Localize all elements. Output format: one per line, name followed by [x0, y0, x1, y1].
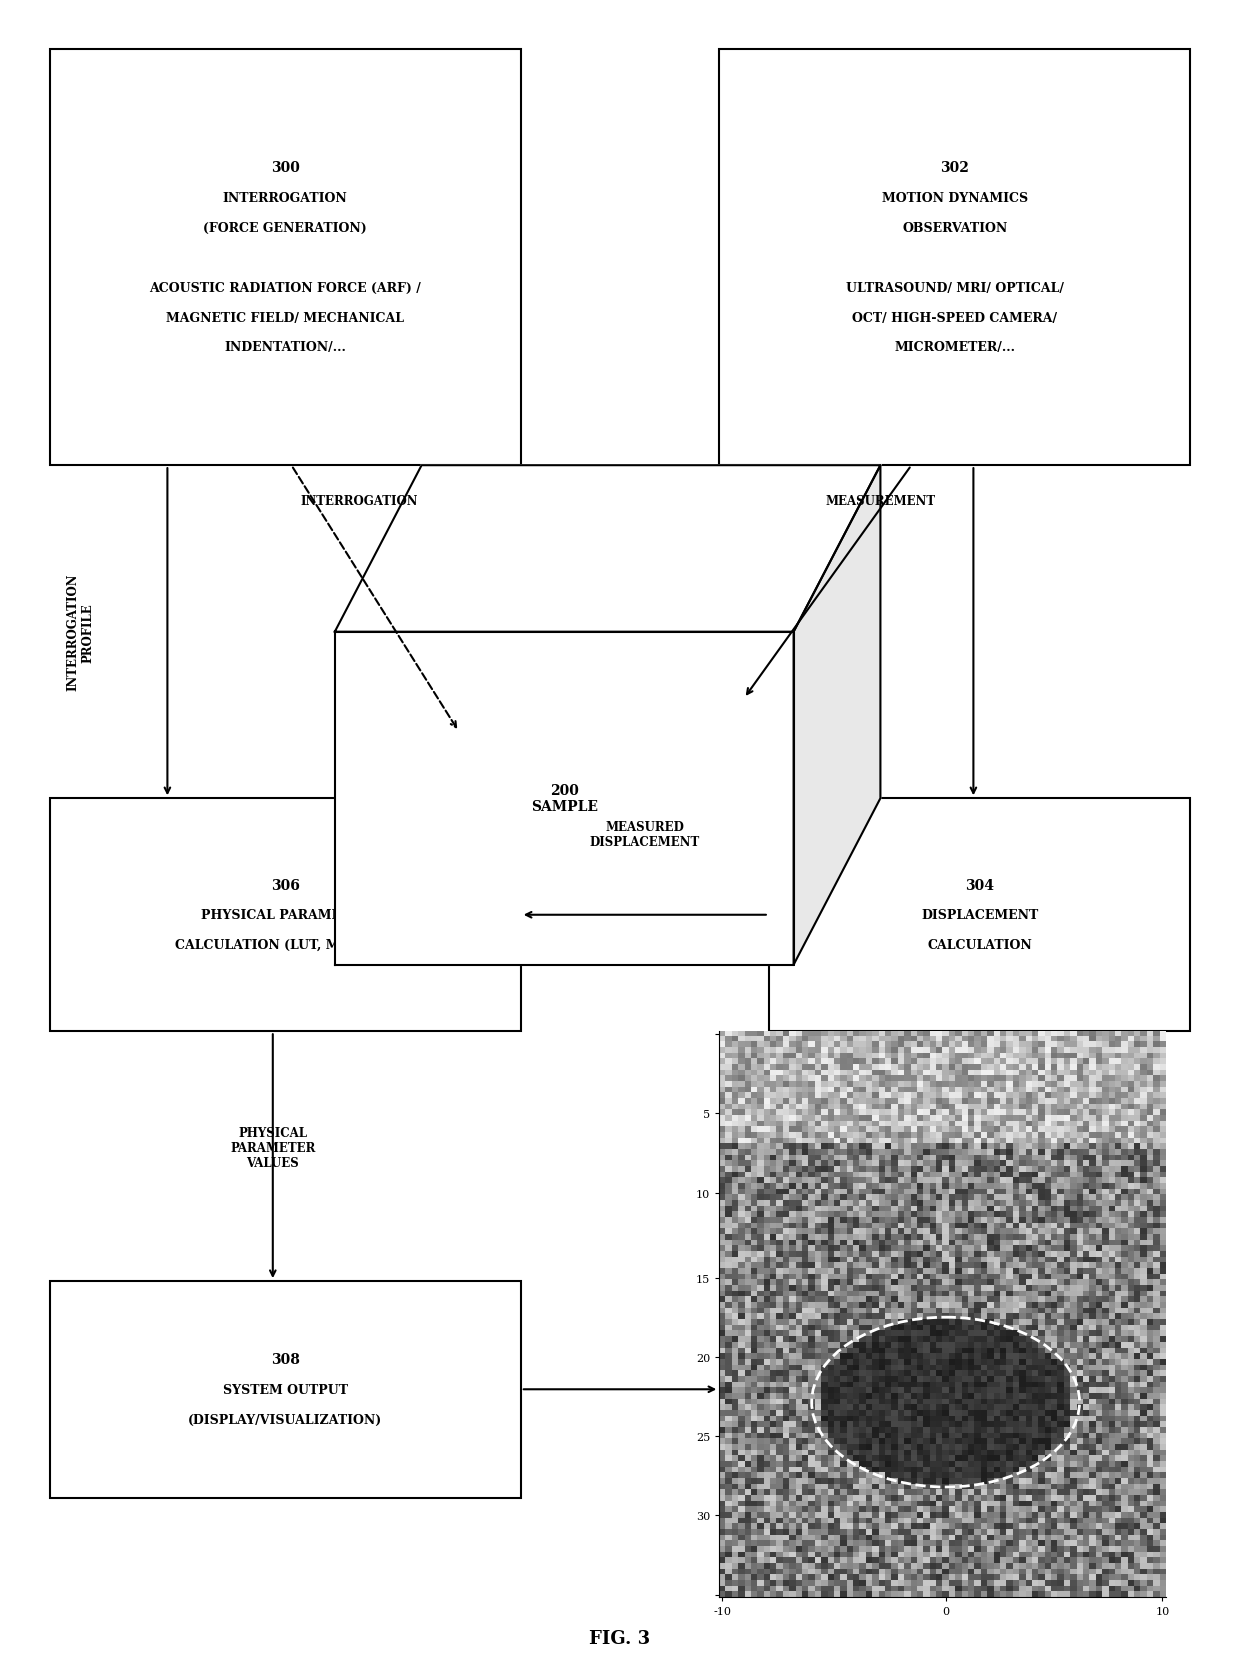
Text: (DISPLAY/VISUALIZATION): (DISPLAY/VISUALIZATION): [188, 1413, 382, 1426]
Polygon shape: [794, 466, 880, 965]
Text: 300: 300: [270, 161, 300, 175]
Text: PHYSICAL PARAMETER: PHYSICAL PARAMETER: [201, 909, 370, 922]
Text: INTERROGATION
PROFILE: INTERROGATION PROFILE: [67, 574, 94, 691]
Text: MOTION DYNAMICS: MOTION DYNAMICS: [882, 191, 1028, 205]
Text: INDENTATION/...: INDENTATION/...: [224, 341, 346, 354]
Text: DISPLACEMENT: DISPLACEMENT: [921, 909, 1038, 922]
Text: MAGNETIC FIELD/ MECHANICAL: MAGNETIC FIELD/ MECHANICAL: [166, 311, 404, 324]
Text: ULTRASOUND/ MRI/ OPTICAL/: ULTRASOUND/ MRI/ OPTICAL/: [846, 281, 1064, 295]
FancyBboxPatch shape: [50, 50, 521, 466]
Text: PHYSICAL
PARAMETER
VALUES: PHYSICAL PARAMETER VALUES: [231, 1127, 315, 1170]
Text: 302: 302: [940, 161, 970, 175]
Text: 308: 308: [270, 1353, 300, 1366]
Text: MEASURED
DISPLACEMENT: MEASURED DISPLACEMENT: [590, 820, 699, 849]
FancyBboxPatch shape: [719, 50, 1190, 466]
Text: CALCULATION: CALCULATION: [928, 938, 1032, 952]
FancyBboxPatch shape: [769, 799, 1190, 1032]
Polygon shape: [335, 466, 880, 632]
Text: MEASUREMENT: MEASUREMENT: [826, 494, 935, 508]
Text: MICROMETER/...: MICROMETER/...: [894, 341, 1016, 354]
Text: INTERROGATION: INTERROGATION: [301, 494, 418, 508]
Text: OBSERVATION: OBSERVATION: [903, 221, 1007, 235]
Text: 200
SAMPLE: 200 SAMPLE: [531, 784, 598, 814]
Text: (FORCE GENERATION): (FORCE GENERATION): [203, 221, 367, 235]
Text: SYSTEM OUTPUT: SYSTEM OUTPUT: [223, 1383, 347, 1396]
FancyBboxPatch shape: [50, 1281, 521, 1498]
Text: 306: 306: [270, 879, 300, 892]
FancyBboxPatch shape: [50, 799, 521, 1032]
Text: ACOUSTIC RADIATION FORCE (ARF) /: ACOUSTIC RADIATION FORCE (ARF) /: [149, 281, 422, 295]
Polygon shape: [335, 632, 794, 965]
Text: CALCULATION (LUT, ML, ETC.): CALCULATION (LUT, ML, ETC.): [175, 938, 396, 952]
Text: 304: 304: [965, 879, 994, 892]
Text: INTERROGATION: INTERROGATION: [223, 191, 347, 205]
Text: OCT/ HIGH-SPEED CAMERA/: OCT/ HIGH-SPEED CAMERA/: [852, 311, 1058, 324]
Text: FIG. 3: FIG. 3: [589, 1629, 651, 1647]
